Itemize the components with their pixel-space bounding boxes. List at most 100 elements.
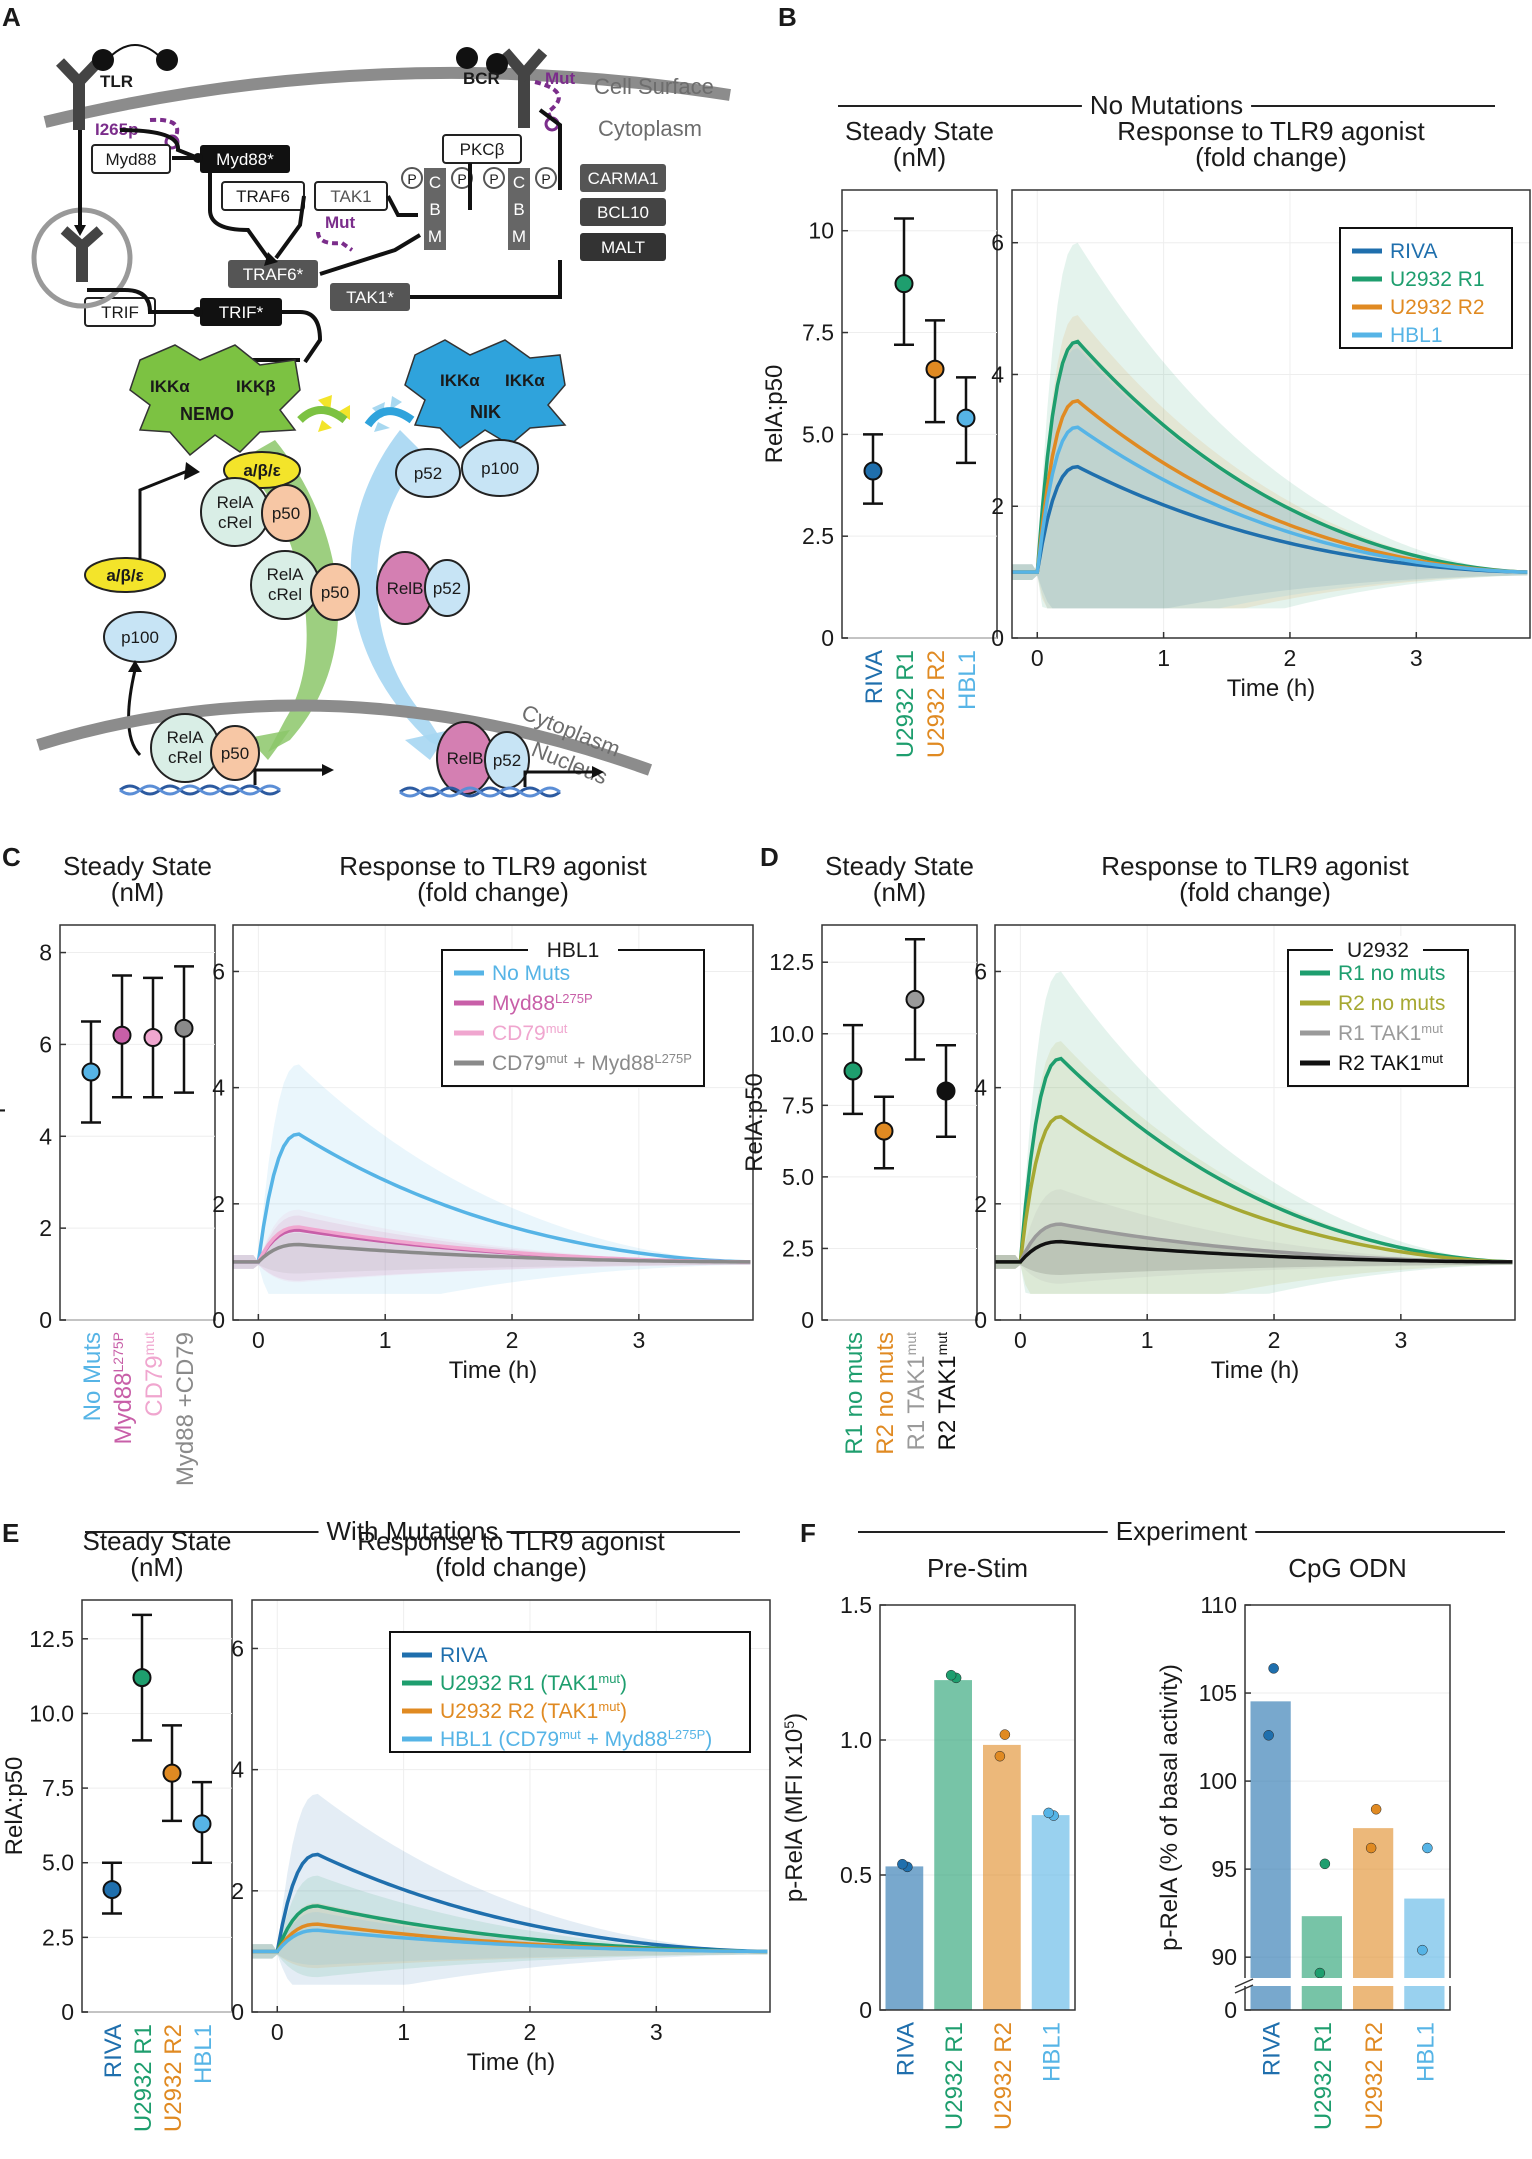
steady-category-label-3: R2 TAK1mut [934,1332,961,1451]
steady-point-1 [112,1025,132,1045]
response-ytick-label: 4 [974,1075,987,1101]
legend-entry-3: R2 TAK1mut [1338,1051,1443,1076]
response-xtick-label: 2 [1268,1327,1281,1353]
steady-category-label-1-part: Myd88 [110,1372,137,1444]
bar-replicate-point [1043,1807,1054,1819]
trif-box: TRIF [84,297,156,327]
legend-entry-part: mut [598,1671,620,1686]
steady-category-label-3-part: Myd88 +CD79 [172,1332,199,1486]
response-axes-frame [994,924,1516,1321]
bar-replicate-point [945,1669,957,1681]
response-ytick-label: 4 [991,361,1004,387]
steady-category-label-1: U2932 R1 [130,2024,157,2132]
nuclear-membrane [36,699,653,776]
response-ytick-label: 6 [991,230,1004,256]
steady-ytick-label: 8 [39,940,52,966]
steady-ytick-label: 0 [821,625,834,651]
steady-category-label-1: Myd88L275P [110,1332,137,1445]
response-axes-frame [1011,189,1531,639]
cbm-b-right: B [513,200,524,219]
steady-point-3 [936,1081,956,1101]
bar-ytick-label: 105 [1199,1680,1237,1706]
bar-category-label-0-part: RIVA [1259,2022,1286,2076]
steady-category-label-2-part: R1 TAK1 [903,1355,930,1450]
panel-e-header: With Mutations [327,1516,499,1546]
cbm-complex-left: C B M [424,168,446,250]
bar-replicate-point [1268,1663,1279,1674]
steady-unit: (nM) [130,1552,183,1582]
traf6-box: TRAF6 [221,181,305,211]
steady-ytick-label: 7.5 [782,1092,814,1118]
steady-category-label-2-part: mut [903,1332,919,1355]
rela-1-text: RelA [217,493,255,512]
steady-ytick-label: 5.0 [802,421,834,447]
legend-entry-part: L275P [654,1051,692,1066]
legend-entry-part: HBL1 [1390,324,1443,347]
steady-point-2 [162,1763,182,1783]
steady-unit: (nM) [111,877,164,907]
response-xtick-label: 2 [524,2019,537,2045]
traf6-star-text: TRAF6* [243,265,304,284]
legend-entry-part: RIVA [1390,240,1437,263]
steady-ytick-label: 2.5 [802,523,834,549]
steady-ytick-label: 0 [39,1307,52,1333]
steady-ytick-label: 5.0 [42,1850,74,1876]
bar-ytick-label: 0 [1224,1997,1237,2023]
series-line-0 [233,1132,751,1264]
response-title: Response to TLR9 agonist [339,851,647,881]
band-1 [995,1041,1513,1294]
response-ytick-label: 2 [212,1191,225,1217]
steady-point-2 [143,1028,163,1048]
steady-ylabel: RelA:p50 [0,1073,6,1172]
legend-entry-part: ) [705,1728,712,1751]
panel-f: F Experiment Pre-Stim 0 0.5 1.0 1.5 RIVA U2932 R… [781,1516,1505,2130]
legend-entry-part: L275P [555,991,593,1006]
bar-category-label-1-part: U2932 R1 [1310,2022,1337,2130]
steady-category-label-2-part: U2932 R2 [923,650,950,758]
bcr-receptor: BCR Mut [456,47,576,132]
legend-entry-1: R2 no muts [1338,992,1445,1015]
response-xtick-label: 0 [1014,1327,1027,1353]
panel-f-header: Experiment [1116,1516,1248,1546]
steady-ytick-label: 12.5 [29,1626,74,1652]
steady-category-label-3-part: mut [934,1332,950,1355]
pkcb-box: PKCβ [442,134,522,164]
legend-entry-3: HBL1 (CD79mut + Myd88L275P) [440,1727,712,1752]
band-0 [1012,341,1528,609]
steady-ytick-label: 6 [39,1031,52,1057]
bar-1 [934,1680,972,2011]
bcr-label: BCR [463,69,500,88]
ikkb-text: IKKβ [236,377,276,396]
response-ytick-label: 2 [974,1191,987,1217]
steady-unit: (nM) [873,877,926,907]
legend-title-bg [1333,936,1423,962]
bar-category-label-0: RIVA [1259,2022,1286,2076]
bar-ytick-label: 1.5 [840,1592,872,1618]
nemo-text: NEMO [180,404,234,424]
bar-ytick-label: 1.0 [840,1727,872,1753]
relb-nuc-text: RelB [447,749,484,768]
steady-category-label-0-part: RIVA [861,650,888,704]
p100-left-text: p100 [121,628,159,647]
response-ytick-label: 4 [231,1757,244,1783]
response-unit: (fold change) [1179,877,1331,907]
traf6-star-box: TRAF6* [228,260,318,288]
legend-entry-part: R1 TAK1 [1338,1022,1421,1045]
legend-entry-0: No Muts [492,962,570,985]
legend-title: HBL1 [547,939,600,962]
p50-nuc-text: p50 [221,744,249,763]
steady-point-0 [102,1880,122,1900]
bar-3 [1031,1815,1070,2011]
legend-box [389,1631,751,1753]
tak1-text: TAK1 [330,187,371,206]
steady-point-3 [956,408,976,428]
steady-ylabel: RelA:p50 [741,1073,768,1172]
steady-category-label-0: No Muts [79,1332,106,1421]
response-ytick-label: 2 [231,1878,244,1904]
steady-category-label-3-part: HBL1 [190,2024,217,2084]
steady-category-label-2-part: CD79 [141,1355,168,1416]
axis-break-gap [1231,1978,1456,1986]
response-axes-frame [232,924,754,1321]
steady-ytick-label: 0 [61,1999,74,2025]
